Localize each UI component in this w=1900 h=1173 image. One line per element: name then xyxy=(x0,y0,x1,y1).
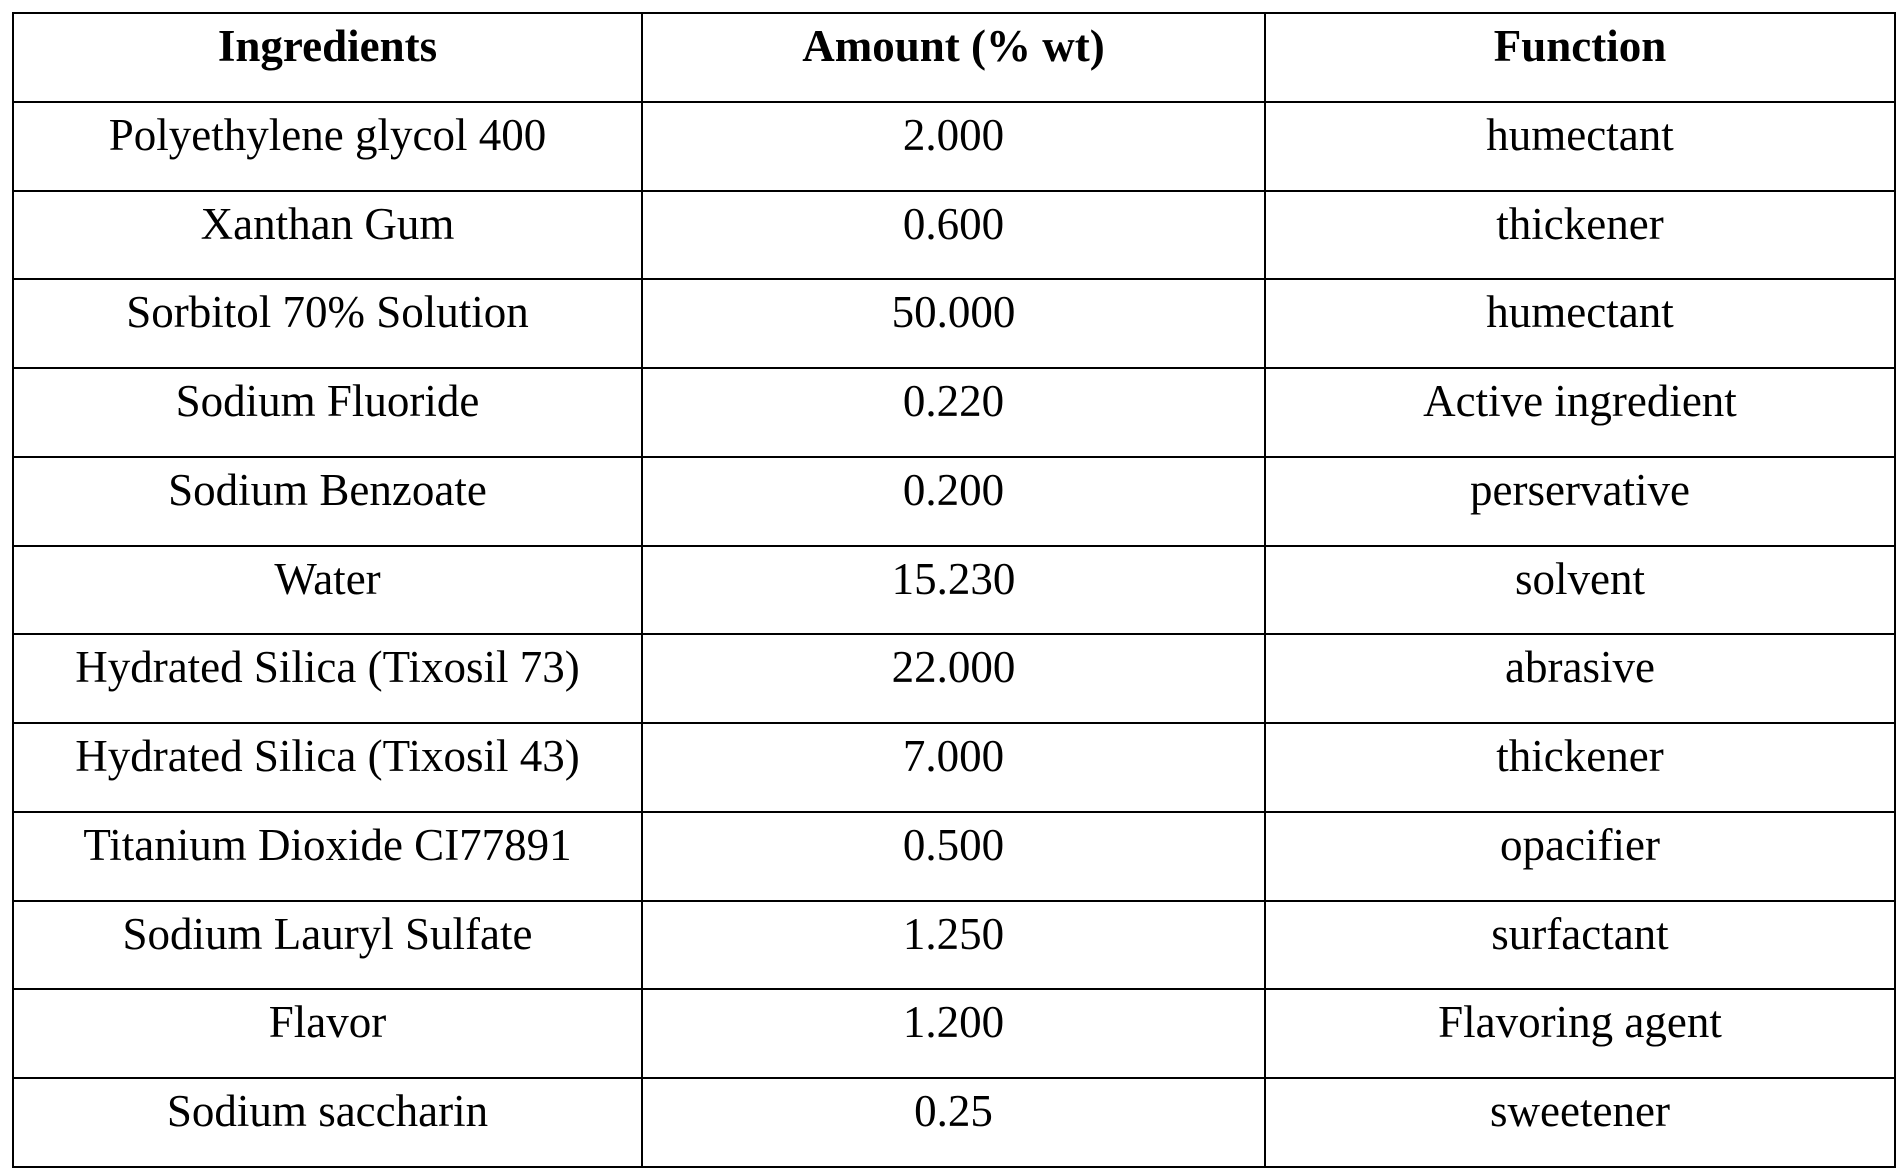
function-cell: humectant xyxy=(1264,278,1896,369)
table-row: Polyethylene glycol 400 2.000 humectant xyxy=(12,100,1896,192)
amount-cell: 0.600 xyxy=(641,189,1266,281)
function-cell: humectant xyxy=(1264,100,1896,192)
table-row: Water 15.230 solvent xyxy=(12,544,1896,636)
amount-cell: 22.000 xyxy=(641,633,1266,724)
amount-cell: 2.000 xyxy=(641,100,1266,192)
amount-cell: 0.25 xyxy=(641,1077,1266,1168)
table-row: Sorbitol 70% Solution 50.000 humectant xyxy=(12,278,1896,369)
function-cell: opacifier xyxy=(1264,810,1896,902)
ingredient-cell: Sodium Benzoate xyxy=(12,455,643,547)
function-cell: solvent xyxy=(1264,544,1896,636)
ingredient-cell: Xanthan Gum xyxy=(12,189,643,281)
ingredient-cell: Sodium saccharin xyxy=(12,1077,643,1168)
ingredient-cell: Hydrated Silica (Tixosil 43) xyxy=(12,722,643,813)
function-cell: thickener xyxy=(1264,722,1896,813)
ingredient-cell: Flavor xyxy=(12,988,643,1079)
ingredient-cell: Sodium Fluoride xyxy=(12,367,643,458)
amount-cell: 50.000 xyxy=(641,278,1266,369)
table-row: Titanium Dioxide CI77891 0.500 opacifier xyxy=(12,810,1896,902)
amount-cell: 1.250 xyxy=(641,899,1266,991)
header-function: Function xyxy=(1264,12,1896,103)
table-row: Hydrated Silica (Tixosil 73) 22.000 abrasi… xyxy=(12,633,1896,724)
ingredient-cell: Water xyxy=(12,544,643,636)
function-cell: surfactant xyxy=(1264,899,1896,991)
function-cell: Active ingredient xyxy=(1264,367,1896,458)
function-cell: thickener xyxy=(1264,189,1896,281)
amount-cell: 1.200 xyxy=(641,988,1266,1079)
table-row: Hydrated Silica (Tixosil 43) 7.000 thicken… xyxy=(12,722,1896,813)
header-amount: Amount (% wt) xyxy=(641,12,1266,103)
table-row: Xanthan Gum 0.600 thickener xyxy=(12,189,1896,281)
ingredient-cell: Sodium Lauryl Sulfate xyxy=(12,899,643,991)
amount-cell: 0.220 xyxy=(641,367,1266,458)
header-row: Ingredients Amount (% wt) Function xyxy=(12,12,1896,103)
amount-cell: 0.200 xyxy=(641,455,1266,547)
function-cell: perservative xyxy=(1264,455,1896,547)
ingredients-table: Ingredients Amount (% wt) Function Polye… xyxy=(12,12,1896,1168)
function-cell: sweetener xyxy=(1264,1077,1896,1168)
function-cell: abrasive xyxy=(1264,633,1896,724)
table-row: Sodium Benzoate 0.200 perservative xyxy=(12,455,1896,547)
table-row: Sodium saccharin 0.25 sweetener xyxy=(12,1077,1896,1168)
amount-cell: 0.500 xyxy=(641,810,1266,902)
table-body: Polyethylene glycol 400 2.000 humectant Xan… xyxy=(12,100,1896,1168)
ingredient-cell: Sorbitol 70% Solution xyxy=(12,278,643,369)
header-ingredients: Ingredients xyxy=(12,12,643,103)
table-row: Flavor 1.200 Flavoring agent xyxy=(12,988,1896,1079)
ingredient-cell: Polyethylene glycol 400 xyxy=(12,100,643,192)
table-row: Sodium Lauryl Sulfate 1.250 surfactant xyxy=(12,899,1896,991)
amount-cell: 15.230 xyxy=(641,544,1266,636)
amount-cell: 7.000 xyxy=(641,722,1266,813)
table-row: Sodium Fluoride 0.220 Active ingredient xyxy=(12,367,1896,458)
ingredient-cell: Titanium Dioxide CI77891 xyxy=(12,810,643,902)
table-header: Ingredients Amount (% wt) Function xyxy=(12,12,1896,103)
function-cell: Flavoring agent xyxy=(1264,988,1896,1079)
ingredient-cell: Hydrated Silica (Tixosil 73) xyxy=(12,633,643,724)
